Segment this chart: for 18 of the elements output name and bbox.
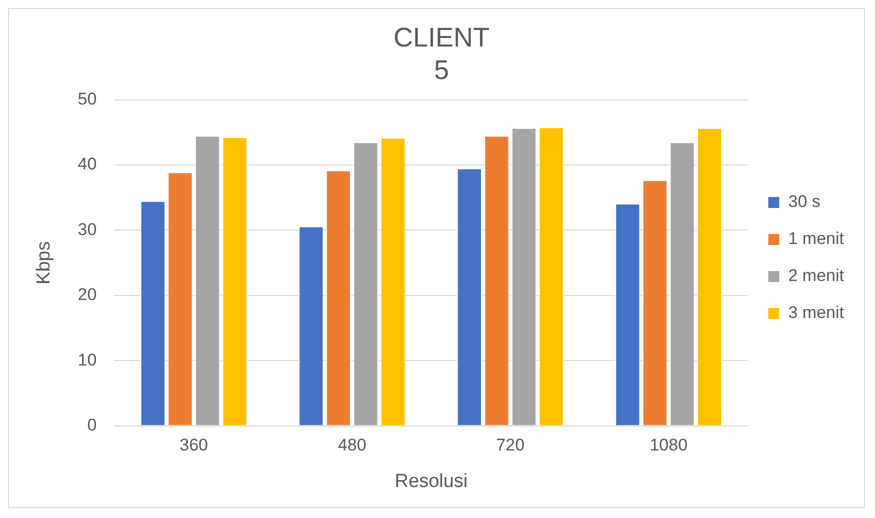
- x-axis-title: Resolusi: [394, 470, 468, 492]
- legend-label: 1 menit: [788, 229, 844, 248]
- y-tick-label: 0: [87, 415, 97, 434]
- y-tick-label: 20: [78, 285, 97, 304]
- y-axis-title: Kbps: [34, 241, 55, 284]
- legend-label: 3 menit: [788, 303, 844, 322]
- y-tick-label: 10: [78, 350, 97, 370]
- x-tick-label: 480: [338, 436, 366, 455]
- y-tick-label: 40: [78, 154, 97, 174]
- y-tick-label: 30: [78, 220, 97, 239]
- legend-label: 30 s: [788, 192, 820, 212]
- legend-label: 2 menit: [788, 266, 844, 286]
- text: CLIENT: [393, 22, 490, 53]
- x-tick-label: 360: [180, 436, 208, 455]
- y-tick-label: 50: [78, 89, 97, 108]
- x-tick-label: 1080: [650, 436, 688, 455]
- text: 5: [434, 55, 450, 86]
- x-tick-label: 720: [496, 436, 525, 455]
